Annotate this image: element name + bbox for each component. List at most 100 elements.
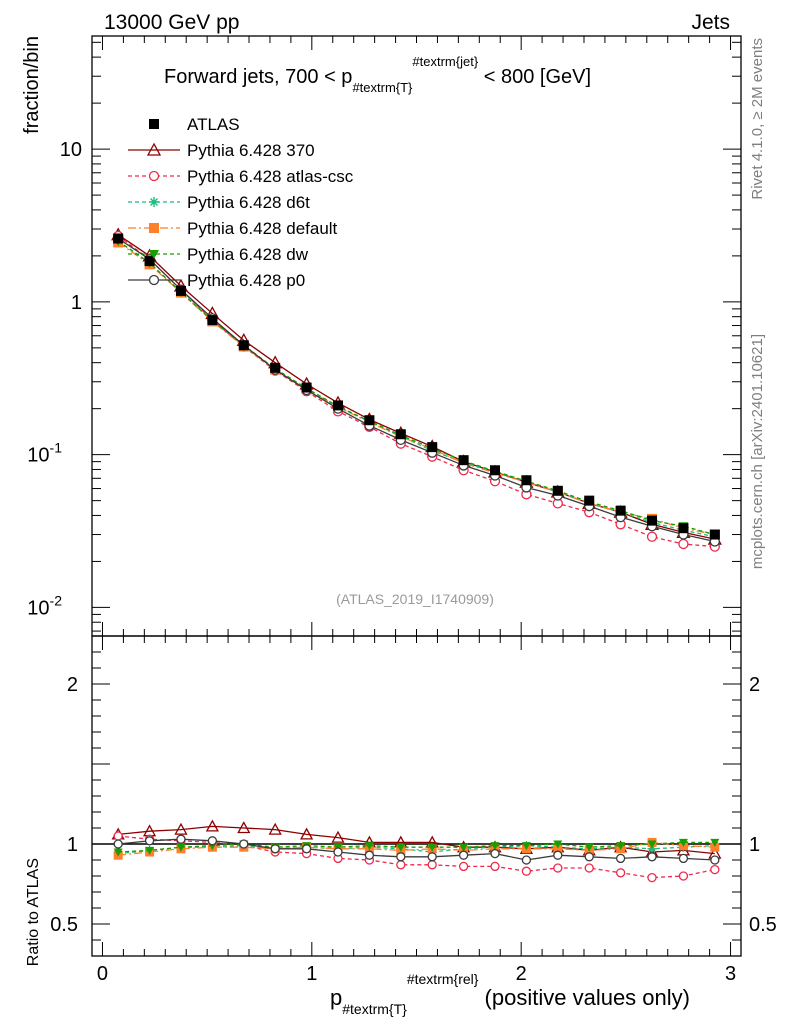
- ratio-point-pythia-6-428-p0: [584, 852, 594, 862]
- ratio-line-pythia-6-428-dw: [118, 841, 715, 853]
- x-tick-label: 2: [516, 963, 527, 985]
- data-point-atlas: [552, 485, 563, 496]
- legend-label-pythia-6-428-atlas-csc: Pythia 6.428 atlas-csc: [187, 167, 354, 186]
- category-label: Jets: [691, 11, 730, 34]
- ratio-point-pythia-6-428-p0: [239, 839, 249, 849]
- energy-label: 13000 GeV pp: [104, 11, 239, 34]
- main-axis-ticks: 10-2 10-1 1 10: [27, 36, 741, 636]
- ratio-point-pythia-6-428-370: [331, 830, 345, 843]
- x-axis-label: p#textrm{T}#textrm{rel} (positive values…: [330, 971, 690, 1017]
- data-point-atlas: [458, 455, 469, 466]
- ratio-plot-area: [111, 819, 722, 883]
- ratio-point-pythia-6-428-dw: [710, 838, 720, 847]
- ratio-point-pythia-6-428-dw: [364, 842, 374, 851]
- y-axis-label: fraction/bin: [21, 36, 43, 134]
- y-tick-label: 10-2: [27, 592, 62, 619]
- ratio-point-pythia-6-428-p0: [270, 844, 280, 854]
- ratio-point-pythia-6-428-dw: [176, 843, 186, 852]
- legend-marker-pythia-6-428-dw: [149, 250, 159, 259]
- data-point-atlas: [144, 256, 155, 267]
- series-line-pythia-6-428-default: [117, 241, 715, 536]
- data-point-atlas: [647, 515, 658, 526]
- ratio-point-pythia-6-428-d6t: [647, 844, 657, 854]
- ratio-point-pythia-6-428-p0: [333, 847, 343, 857]
- data-point-atlas: [270, 362, 281, 373]
- legend-label-pythia-6-428-370: Pythia 6.428 370: [187, 141, 315, 160]
- main-plot-area: [111, 227, 722, 552]
- ratio-point-pythia-6-428-p0: [176, 834, 186, 844]
- ratio-point-pythia-6-428-dw: [521, 842, 531, 851]
- legend-marker-atlas: [149, 119, 159, 129]
- ratio-point-pythia-6-428-p0: [647, 852, 657, 862]
- y-tick-exponent: -1: [50, 440, 63, 456]
- ratio-point-pythia-6-428-p0: [615, 853, 626, 864]
- ratio-point-pythia-6-428-p0: [678, 853, 689, 864]
- ratio-point-pythia-6-428-p0: [427, 852, 437, 862]
- ratio-point-pythia-6-428-p0: [710, 855, 720, 865]
- ratio-tick-label-right: 2: [749, 674, 760, 696]
- data-point-atlas: [395, 429, 406, 440]
- mcplots-label: mcplots.cern.ch [arXiv:2401.10621]: [749, 334, 766, 569]
- ratio-point-pythia-6-428-dw: [145, 846, 155, 855]
- ratio-point-pythia-6-428-p0: [301, 844, 312, 854]
- ratio-point-pythia-6-428-dw: [396, 843, 406, 852]
- legend-label-pythia-6-428-default: Pythia 6.428 default: [187, 219, 338, 238]
- ratio-point-pythia-6-428-atlas-csc: [521, 866, 532, 876]
- ratio-point-pythia-6-428-default: [710, 842, 720, 852]
- ratio-point-pythia-6-428-p0: [207, 836, 218, 846]
- data-point-atlas: [427, 442, 438, 453]
- ratio-point-pythia-6-428-default: [553, 844, 563, 854]
- legend-marker-pythia-6-428-370: [146, 142, 162, 156]
- ratio-tick-label: 2: [67, 674, 78, 696]
- ratio-point-pythia-6-428-370: [237, 821, 251, 834]
- ratio-point-pythia-6-428-atlas-csc: [584, 863, 594, 873]
- ratio-point-pythia-6-428-dw: [678, 838, 688, 847]
- ratio-point-pythia-6-428-p0: [553, 850, 563, 860]
- legend-label-pythia-6-428-p0: Pythia 6.428 p0: [187, 271, 305, 290]
- series-line-pythia-6-428-atlas-csc: [117, 235, 715, 548]
- ratio-point-pythia-6-428-370: [205, 819, 219, 832]
- ratio-point-pythia-6-428-atlas-csc: [615, 868, 626, 878]
- data-point-atlas: [709, 529, 720, 540]
- data-point-atlas: [301, 382, 312, 393]
- legend-label-atlas: ATLAS: [187, 115, 240, 134]
- ratio-point-pythia-6-428-p0: [364, 850, 375, 860]
- ratio-point-pythia-6-428-atlas-csc: [553, 863, 563, 873]
- ratio-tick-label-right: 1: [749, 834, 760, 856]
- analysis-id: (ATLAS_2019_I1740909): [336, 591, 494, 607]
- ratio-point-pythia-6-428-dw: [490, 842, 500, 851]
- x-label-tail: (positive values only): [478, 985, 690, 1010]
- ratio-point-pythia-6-428-atlas-csc: [490, 861, 500, 872]
- ratio-tick-label: 0.5: [50, 914, 78, 936]
- ratio-point-pythia-6-428-dw: [584, 843, 594, 852]
- ratio-point-pythia-6-428-dw: [113, 848, 123, 857]
- data-point-atlas: [175, 285, 186, 296]
- legend-marker-pythia-6-428-p0: [148, 274, 160, 286]
- x-label-main: p: [330, 985, 342, 1010]
- ratio-line-pythia-6-428-default: [118, 841, 715, 856]
- data-point-pythia-6-428-atlas-csc: [678, 538, 689, 550]
- ratio-point-pythia-6-428-atlas-csc: [678, 871, 689, 881]
- rivet-label: Rivet 4.1.0, ≥ 2M events: [749, 38, 766, 200]
- ratio-line-pythia-6-428-p0: [118, 838, 715, 861]
- legend-label-pythia-6-428-d6t: Pythia 6.428 d6t: [187, 193, 310, 212]
- y-tick-label: 1: [71, 292, 82, 314]
- chart-title-tail: < 800 [GeV]: [478, 66, 591, 88]
- ratio-point-pythia-6-428-dw: [427, 843, 437, 852]
- ratio-point-pythia-6-428-dw: [459, 843, 469, 852]
- chart-title: Forward jets, 700 < p#textrm{T} #textrm{j…: [164, 54, 591, 95]
- x-label-sub: #textrm{T}: [342, 1001, 407, 1017]
- x-tick-label: 3: [725, 963, 736, 985]
- legend-marker-pythia-6-428-default: [149, 223, 159, 233]
- ratio-point-pythia-6-428-p0: [113, 839, 123, 849]
- ratio-point-pythia-6-428-p0: [521, 855, 532, 865]
- ratio-point-pythia-6-428-p0: [490, 848, 500, 859]
- ratio-point-pythia-6-428-atlas-csc: [647, 872, 657, 883]
- y-tick-exponent: -2: [50, 592, 63, 608]
- ratio-point-pythia-6-428-p0: [458, 850, 469, 860]
- ratio-tick-label-right: 0.5: [749, 914, 777, 936]
- data-point-atlas: [678, 523, 689, 534]
- data-point-atlas: [490, 465, 501, 476]
- ratio-point-pythia-6-428-p0: [144, 836, 155, 846]
